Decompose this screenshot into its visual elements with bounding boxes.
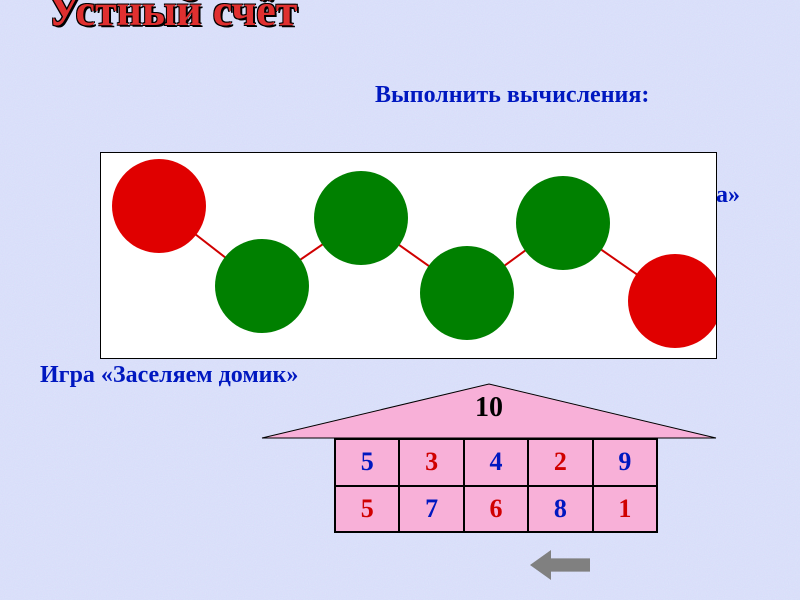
house-cell: 9 (593, 439, 657, 486)
house-cell: 6 (464, 486, 528, 533)
house-cell: 8 (528, 486, 592, 533)
house-cell: 5 (335, 439, 399, 486)
back-arrow-icon[interactable] (530, 550, 590, 580)
table-row: 57681 (335, 486, 657, 533)
number-house: 10 5342957681 (0, 0, 800, 600)
house-cell: 1 (593, 486, 657, 533)
house-cell: 4 (464, 439, 528, 486)
house-cell: 7 (399, 486, 463, 533)
house-roof-number: 10 (459, 392, 519, 424)
house-cell: 5 (335, 486, 399, 533)
house-cell: 3 (399, 439, 463, 486)
table-row: 53429 (335, 439, 657, 486)
house-grid: 5342957681 (334, 438, 658, 533)
house-cell: 2 (528, 439, 592, 486)
slide: Устный счёт Выполнить вычисления: а» Игр… (0, 0, 800, 600)
